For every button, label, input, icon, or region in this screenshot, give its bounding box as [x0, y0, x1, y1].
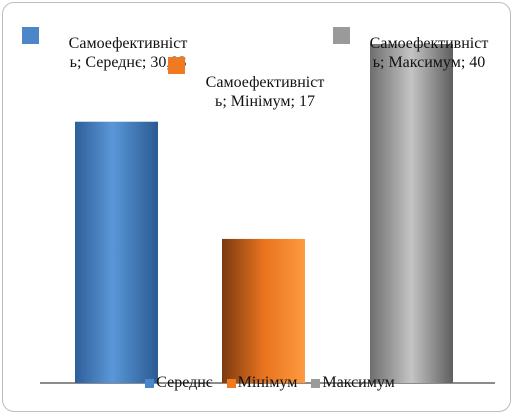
data-label: Самоефективність; Мінімум; 17 — [204, 73, 326, 111]
label-key — [168, 57, 185, 74]
data-label: Самоефективність; Максимум; 40 — [368, 34, 490, 72]
label-value: 17 — [298, 93, 315, 110]
legend-label: Середнє — [156, 374, 213, 391]
label-series: Самоефективність — [68, 35, 188, 71]
legend-label: Мінімум — [237, 374, 298, 391]
legend-swatch — [145, 378, 155, 388]
label-series: Самоефективність — [369, 35, 489, 71]
label-series: Самоефективність — [205, 74, 325, 110]
label-key — [22, 27, 39, 44]
label-separator: ; — [222, 93, 231, 110]
label-separator: ; — [290, 93, 299, 110]
legend-item: Середнє — [145, 374, 213, 392]
legend-item: Максимум — [311, 374, 395, 392]
legend-swatch — [311, 378, 321, 388]
label-separator: ; — [379, 54, 389, 71]
legend-swatch — [226, 378, 236, 388]
label-separator: ; — [460, 54, 470, 71]
bar — [222, 238, 305, 383]
label-separator: ; — [76, 54, 86, 71]
chart-frame — [2, 2, 511, 412]
legend-item: Мінімум — [226, 374, 298, 392]
bar — [75, 121, 158, 383]
bar — [370, 44, 453, 383]
label-category: Середнє — [85, 54, 142, 71]
label-value: 40 — [469, 54, 486, 71]
label-category: Максимум — [388, 54, 461, 71]
label-key — [333, 27, 350, 44]
label-separator: ; — [141, 54, 151, 71]
legend: Середнє Мінімум Максимум — [90, 374, 450, 392]
legend-label: Максимум — [322, 374, 395, 391]
label-category: Мінімум — [230, 93, 291, 110]
